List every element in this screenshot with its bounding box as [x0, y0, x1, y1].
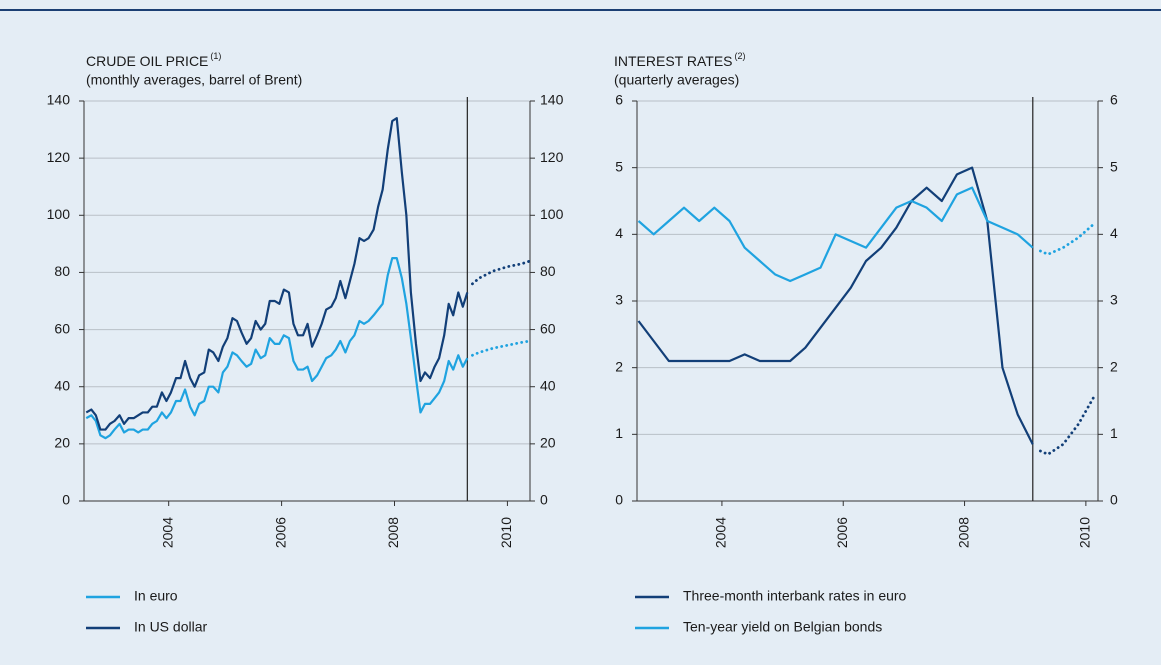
y-tick-label: 5 [615, 158, 623, 174]
y-tick-label-right: 5 [1110, 158, 1118, 174]
x-tick-label: 2008 [955, 517, 971, 548]
legend-label: Three-month interbank rates in euro [683, 588, 907, 604]
y-tick-label: 2 [615, 358, 623, 374]
forecast-line [1038, 222, 1095, 256]
y-tick-label-right: 0 [1110, 492, 1118, 508]
y-tick-label-right: 6 [1110, 92, 1118, 108]
legend-label: Ten-year yield on Belgian bonds [683, 619, 882, 635]
y-tick-label-right: 4 [1110, 225, 1118, 241]
series-line [637, 166, 1034, 445]
y-tick-label-right: 140 [540, 92, 564, 108]
x-tick-label: 2004 [713, 517, 729, 548]
y-tick-label: 100 [47, 206, 71, 222]
y-tick-label-right: 120 [540, 149, 564, 165]
y-tick-label-right: 0 [540, 492, 548, 508]
chart-subtitle: (quarterly averages) [614, 72, 739, 88]
y-tick-label: 1 [615, 425, 623, 441]
y-tick-label: 0 [615, 492, 623, 508]
series-line [85, 117, 469, 431]
x-tick-label: 2010 [498, 517, 514, 548]
y-tick-label-right: 60 [540, 320, 556, 336]
x-tick-label: 2010 [1077, 517, 1093, 548]
title-text: INTEREST RATES [614, 53, 733, 69]
y-tick-label-right: 20 [540, 435, 556, 451]
series-line [85, 257, 469, 440]
x-tick-label: 2006 [834, 517, 850, 548]
y-tick-label: 20 [54, 435, 70, 451]
y-tick-label-right: 2 [1110, 358, 1118, 374]
y-tick-label: 140 [47, 92, 71, 108]
y-tick-label: 40 [54, 377, 70, 393]
x-tick-label: 2006 [272, 517, 288, 548]
title-note: (1) [210, 51, 221, 61]
x-tick-label: 2004 [159, 517, 175, 548]
chart-title: CRUDE OIL PRICE (1) [86, 51, 221, 68]
forecast-line [471, 259, 532, 286]
x-tick-label: 2008 [385, 517, 401, 548]
top-rule [0, 9, 1161, 11]
y-tick-label: 60 [54, 320, 70, 336]
y-tick-label-right: 3 [1110, 292, 1118, 308]
title-text: CRUDE OIL PRICE [86, 53, 208, 69]
y-tick-label: 6 [615, 92, 623, 108]
chart-title: INTEREST RATES (2) [614, 51, 746, 68]
y-tick-label-right: 40 [540, 377, 556, 393]
y-tick-label-right: 100 [540, 206, 564, 222]
y-tick-label: 3 [615, 292, 623, 308]
y-tick-label-right: 1 [1110, 425, 1118, 441]
y-tick-label: 4 [615, 225, 623, 241]
y-tick-label: 0 [62, 492, 70, 508]
forecast-line [471, 339, 532, 357]
forecast-line [1038, 396, 1095, 456]
y-tick-label: 80 [54, 263, 70, 279]
y-tick-label-right: 80 [540, 263, 556, 279]
y-tick-label: 120 [47, 149, 71, 165]
legend-label: In US dollar [134, 619, 207, 635]
series-line [637, 186, 1034, 283]
chart-subtitle: (monthly averages, barrel of Brent) [86, 72, 302, 88]
legend-label: In euro [134, 588, 178, 604]
title-note: (2) [735, 51, 746, 61]
